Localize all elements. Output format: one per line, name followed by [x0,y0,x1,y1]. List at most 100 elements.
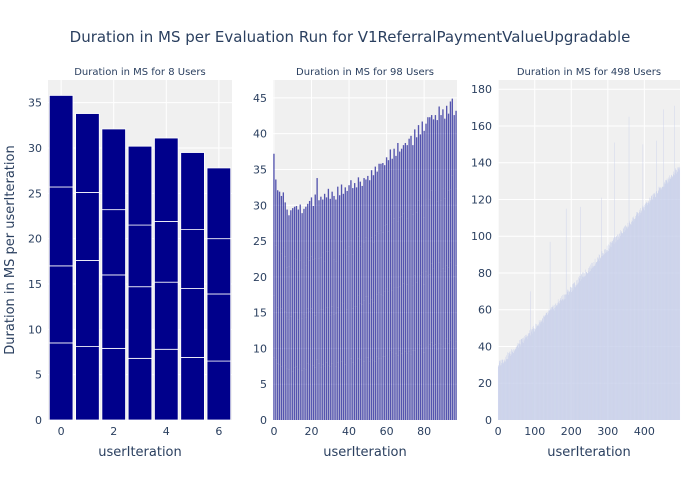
bar-segment [415,352,418,420]
bar-segment [367,238,369,297]
bar-segment [127,357,153,421]
bar-segment [316,246,318,304]
x-tick-label: 40 [342,425,356,438]
bar-segment [206,167,232,240]
bar-segment [320,309,322,368]
bar-segment [346,254,348,310]
bar-segment [346,365,348,420]
bar-segment [453,346,455,420]
bar-segment [442,346,444,420]
bar-segment [395,220,397,288]
bar-segment [48,265,74,344]
bar-segment [372,175,375,243]
bar-segment [363,242,365,301]
subplot-3: Duration in MS for 498 Users 0 20 40 60 80 100… [471,67,681,460]
bar-segment [425,271,427,348]
bar-segment [384,291,386,357]
bar-segment [378,233,380,293]
bar-segment [453,196,455,277]
bar-segment [286,267,288,317]
bar-segment [436,120,438,202]
bar-segment [372,360,375,420]
bar-segment [338,310,341,368]
bar-segment [417,200,420,276]
bar-segment [352,362,354,420]
bar-segment [75,192,100,261]
bar-segment [325,307,328,363]
y-axis-title: Duration in MS per userIteration [3,145,18,354]
bar-segment [342,250,345,304]
x-tick-label: 300 [597,425,618,438]
bar-segment [337,250,339,308]
bar-segment [284,202,286,257]
bar-segment [310,308,313,364]
bar-segment [449,189,452,263]
bar-segment [421,121,423,200]
bar-segment [434,269,437,345]
bar-segment [391,222,393,291]
bar-segment [361,185,363,249]
bar-segment [278,191,281,251]
bar-segment [352,254,354,309]
bar-segment [384,225,386,292]
y-tick-label: 25 [253,235,267,248]
x-axis-title: userIteration [323,445,407,460]
bar-segment [427,346,429,420]
bar-segment [101,209,126,276]
bar-segment [323,261,326,314]
bar-segment [290,316,292,369]
bar-segment [453,276,455,347]
bar-segment [293,206,296,259]
y-tick-label: 40 [478,340,492,353]
bar-segment [180,288,205,358]
bar-segment [438,106,440,186]
bar-segment [292,269,294,321]
bar-segment [372,242,375,303]
bar-segment [293,258,296,313]
bar-segment [340,361,343,420]
bar-segment [361,248,363,305]
bar-segment [440,271,442,345]
bar-segment [350,300,352,359]
bar-segment [299,204,301,261]
bar-segment [449,340,452,420]
bar-segment [391,352,393,420]
bar-segment [359,246,361,304]
bar-segment [389,214,392,284]
bar-segment [425,123,427,200]
bar-segment [282,362,285,420]
bar-segment [327,307,330,366]
bar-segment [427,198,429,276]
y-tick-label: 20 [253,271,267,284]
bar-segment [410,209,412,282]
bar-segment [355,250,358,307]
bar-segment [389,350,392,420]
x-tick-label: 200 [561,425,582,438]
bar-series [497,105,681,421]
bar-segment [451,98,453,176]
bar-segment [425,347,427,420]
bar-segment [399,350,401,420]
bar-segment [350,180,352,241]
bar-segment [376,294,378,357]
bar-segment [408,138,410,211]
bar-segment [346,309,348,366]
y-tick-label: 45 [253,92,267,105]
bar-segment [385,157,388,225]
bar-segment [380,163,382,231]
bar-segment [277,307,279,364]
bar-segment [327,251,330,308]
bar-segment [412,350,414,420]
bar-segment [350,240,352,301]
bar-segment [442,268,444,347]
bar-segment [329,366,331,420]
y-tick-label: 180 [471,83,492,96]
bar-segment [357,295,360,359]
bar-segment [316,359,318,420]
bar-segment [395,155,397,221]
bar-segment [127,286,153,359]
bar-segment [430,342,433,420]
bar-segment [414,275,416,351]
bar-segment [380,358,382,420]
